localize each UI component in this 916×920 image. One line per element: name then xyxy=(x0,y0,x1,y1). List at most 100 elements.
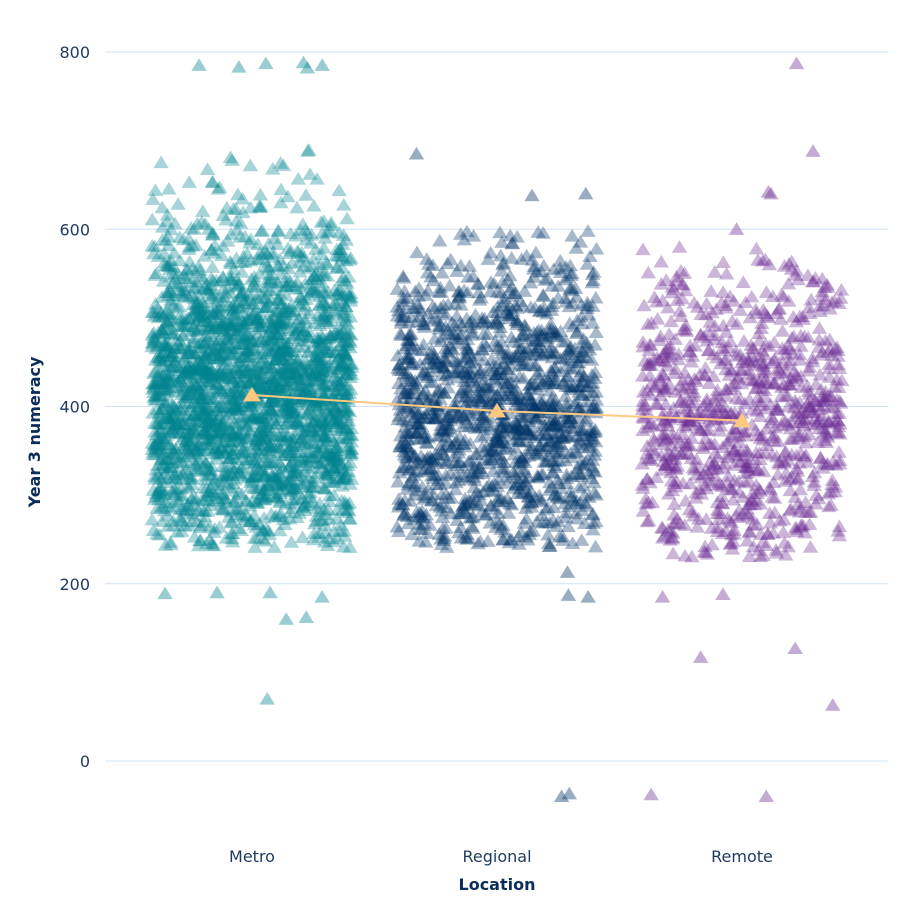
data-point xyxy=(234,487,250,501)
data-point xyxy=(181,480,197,494)
data-point xyxy=(268,341,284,355)
data-point xyxy=(443,252,459,266)
data-point xyxy=(229,319,245,332)
data-point xyxy=(168,485,184,499)
data-point xyxy=(288,323,304,336)
data-point xyxy=(181,342,197,356)
data-point xyxy=(289,415,306,428)
data-point xyxy=(223,526,240,540)
data-point xyxy=(329,443,346,457)
data-point xyxy=(775,525,792,538)
data-point xyxy=(289,275,305,289)
data-point xyxy=(247,455,263,469)
data-point xyxy=(220,338,237,352)
data-point xyxy=(171,494,188,507)
data-point xyxy=(304,282,321,296)
data-point xyxy=(200,392,216,405)
data-point xyxy=(242,498,258,512)
data-point xyxy=(157,338,174,352)
data-point xyxy=(338,469,354,482)
data-point xyxy=(181,445,198,459)
data-point xyxy=(233,320,250,333)
data-point xyxy=(315,480,331,494)
data-point xyxy=(261,443,278,457)
data-point xyxy=(187,367,204,380)
data-point xyxy=(203,420,219,433)
data-point xyxy=(230,187,246,201)
data-point xyxy=(160,383,177,397)
data-point xyxy=(149,349,166,363)
data-point xyxy=(233,467,250,481)
data-point xyxy=(232,355,249,369)
data-point xyxy=(193,518,210,531)
data-point xyxy=(257,489,273,503)
data-point xyxy=(272,252,288,265)
data-point xyxy=(188,463,204,476)
data-point xyxy=(156,432,172,445)
data-point xyxy=(205,322,221,335)
data-point xyxy=(243,272,260,285)
data-point xyxy=(200,427,216,440)
data-point xyxy=(318,255,334,269)
data-point xyxy=(216,469,232,483)
data-point xyxy=(168,415,184,428)
data-point xyxy=(303,279,319,292)
data-point xyxy=(282,316,299,330)
data-point xyxy=(268,472,285,485)
data-point xyxy=(206,525,222,539)
data-point xyxy=(165,359,182,372)
data-point xyxy=(154,440,170,454)
data-point xyxy=(342,363,358,376)
data-point xyxy=(266,470,282,484)
data-point xyxy=(182,457,198,471)
data-point xyxy=(301,363,318,376)
data-point xyxy=(152,309,168,322)
data-point xyxy=(269,417,285,430)
data-point xyxy=(166,369,183,383)
data-point xyxy=(169,465,185,478)
data-point xyxy=(243,514,259,528)
data-point xyxy=(285,481,302,494)
data-point xyxy=(587,539,604,553)
data-point xyxy=(292,357,308,371)
data-point xyxy=(310,334,327,348)
data-point xyxy=(310,373,327,386)
data-point xyxy=(253,442,269,455)
data-point xyxy=(203,458,220,472)
data-point xyxy=(293,432,310,446)
data-point xyxy=(241,343,257,356)
data-point xyxy=(270,327,286,341)
data-point xyxy=(211,289,228,303)
data-point xyxy=(335,296,352,309)
data-point xyxy=(249,481,266,495)
data-point xyxy=(197,348,213,362)
data-point xyxy=(275,305,291,318)
data-point xyxy=(150,483,167,497)
data-point xyxy=(256,420,273,433)
data-point xyxy=(306,413,323,426)
data-point xyxy=(219,332,235,345)
data-point xyxy=(155,309,171,322)
data-point xyxy=(236,347,253,360)
data-point xyxy=(183,324,200,337)
data-point xyxy=(252,372,269,385)
data-point xyxy=(273,182,289,196)
data-point xyxy=(176,390,192,404)
data-point xyxy=(256,483,272,496)
data-point xyxy=(288,445,304,459)
data-point xyxy=(330,413,347,426)
data-point xyxy=(162,350,179,363)
data-point xyxy=(232,431,249,445)
data-point xyxy=(301,324,317,338)
data-point xyxy=(318,414,334,427)
data-point xyxy=(222,368,238,381)
data-point xyxy=(296,303,312,316)
data-point xyxy=(308,350,324,363)
data-point xyxy=(189,216,205,230)
data-point xyxy=(300,329,316,342)
data-point xyxy=(196,310,212,323)
data-point xyxy=(196,403,213,416)
data-point xyxy=(321,494,338,507)
data-point xyxy=(144,328,161,341)
data-point xyxy=(175,371,191,385)
